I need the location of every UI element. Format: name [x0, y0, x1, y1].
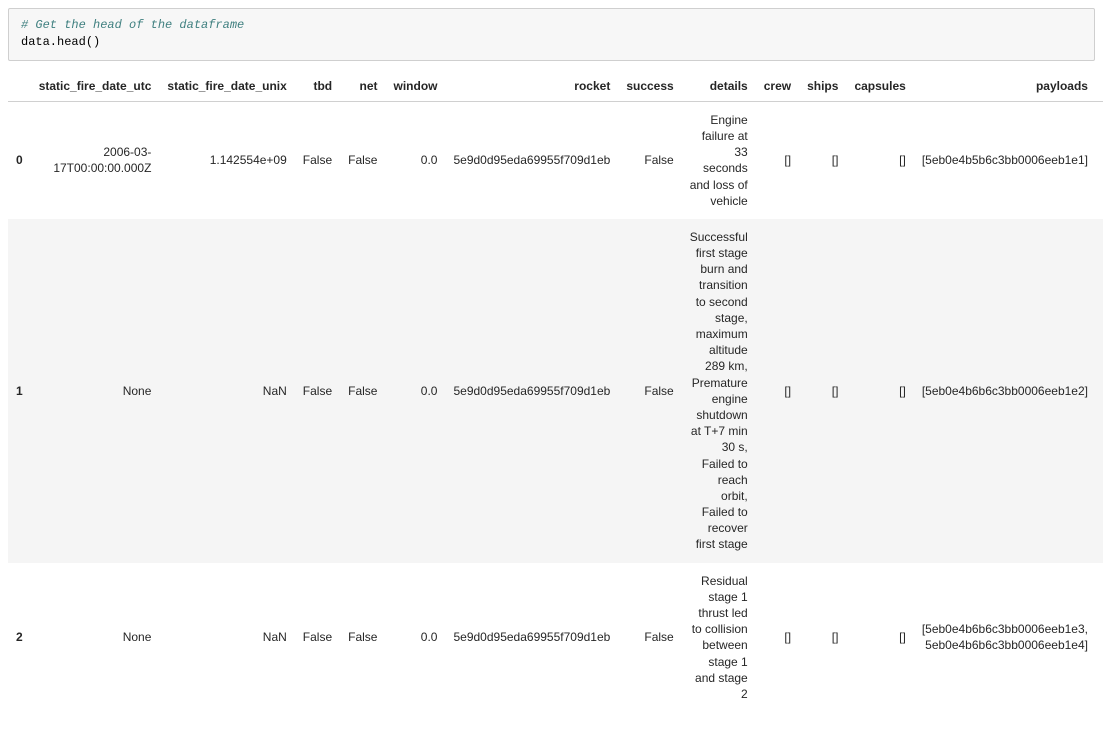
table-cell: 2006-03-17T00:00:00.000Z — [31, 101, 160, 219]
table-cell: 5e9e4502f509 — [1096, 563, 1103, 713]
col-header — [1096, 73, 1103, 102]
table-cell: [] — [799, 563, 846, 713]
table-cell: False — [295, 101, 340, 219]
table-cell: False — [618, 563, 681, 713]
table-cell: [] — [846, 563, 913, 713]
col-header: ships — [799, 73, 846, 102]
table-cell: [] — [846, 219, 913, 563]
table-cell: Residual stage 1 thrust led to collision… — [682, 563, 756, 713]
table-cell: 1.142554e+09 — [159, 101, 294, 219]
table-cell: None — [31, 219, 160, 563]
dataframe-table: static_fire_date_utc static_fire_date_un… — [8, 73, 1103, 712]
code-input-cell[interactable]: # Get the head of the dataframe data.hea… — [8, 8, 1095, 61]
table-cell: 0.0 — [385, 101, 445, 219]
table-cell: Successful first stage burn and transiti… — [682, 219, 756, 563]
table-cell: [] — [799, 101, 846, 219]
code-line-2: data.head() — [21, 34, 1082, 51]
col-header: tbd — [295, 73, 340, 102]
table-cell: 5e9e4502f509 — [1096, 101, 1103, 219]
code-paren-open: ( — [86, 35, 93, 49]
col-header: rocket — [445, 73, 618, 102]
code-paren-close: ) — [93, 35, 100, 49]
table-cell: [5eb0e4b6b6c3bb0006eeb1e3, 5eb0e4b6b6c3b… — [914, 563, 1096, 713]
table-row: 1NoneNaNFalseFalse0.05e9d0d95eda69955f70… — [8, 219, 1103, 563]
table-cell: False — [618, 101, 681, 219]
code-comment: # Get the head of the dataframe — [21, 18, 244, 32]
table-cell: [5eb0e4b5b6c3bb0006eeb1e1] — [914, 101, 1096, 219]
table-cell: [] — [846, 101, 913, 219]
table-cell: 0.0 — [385, 219, 445, 563]
table-header: static_fire_date_utc static_fire_date_un… — [8, 73, 1103, 102]
code-object: data. — [21, 35, 57, 49]
row-index: 0 — [8, 101, 31, 219]
code-method: head — [57, 35, 86, 49]
col-header: net — [340, 73, 385, 102]
table-cell: 5e9e4502f509 — [1096, 219, 1103, 563]
table-cell: [] — [756, 563, 799, 713]
col-header: success — [618, 73, 681, 102]
table-row: 02006-03-17T00:00:00.000Z1.142554e+09Fal… — [8, 101, 1103, 219]
table-cell: Engine failure at 33 seconds and loss of… — [682, 101, 756, 219]
col-header: window — [385, 73, 445, 102]
table-cell: False — [340, 101, 385, 219]
table-body: 02006-03-17T00:00:00.000Z1.142554e+09Fal… — [8, 101, 1103, 712]
row-index: 2 — [8, 563, 31, 713]
table-cell: False — [340, 219, 385, 563]
table-cell: 5e9d0d95eda69955f709d1eb — [445, 101, 618, 219]
table-cell: [] — [799, 219, 846, 563]
dataframe-output: static_fire_date_utc static_fire_date_un… — [0, 73, 1103, 720]
col-header: crew — [756, 73, 799, 102]
code-line-1: # Get the head of the dataframe — [21, 17, 1082, 34]
table-cell: NaN — [159, 563, 294, 713]
col-header: static_fire_date_utc — [31, 73, 160, 102]
table-cell: 5e9d0d95eda69955f709d1eb — [445, 563, 618, 713]
table-cell: [] — [756, 101, 799, 219]
col-header: static_fire_date_unix — [159, 73, 294, 102]
table-cell: False — [340, 563, 385, 713]
col-header: capsules — [846, 73, 913, 102]
table-cell: False — [295, 219, 340, 563]
table-cell: [5eb0e4b6b6c3bb0006eeb1e2] — [914, 219, 1096, 563]
row-index: 1 — [8, 219, 31, 563]
table-cell: 5e9d0d95eda69955f709d1eb — [445, 219, 618, 563]
table-cell: [] — [756, 219, 799, 563]
table-row: 2NoneNaNFalseFalse0.05e9d0d95eda69955f70… — [8, 563, 1103, 713]
table-cell: NaN — [159, 219, 294, 563]
col-header: payloads — [914, 73, 1096, 102]
table-cell: False — [295, 563, 340, 713]
col-header: details — [682, 73, 756, 102]
index-header — [8, 73, 31, 102]
table-cell: 0.0 — [385, 563, 445, 713]
table-cell: None — [31, 563, 160, 713]
table-cell: False — [618, 219, 681, 563]
